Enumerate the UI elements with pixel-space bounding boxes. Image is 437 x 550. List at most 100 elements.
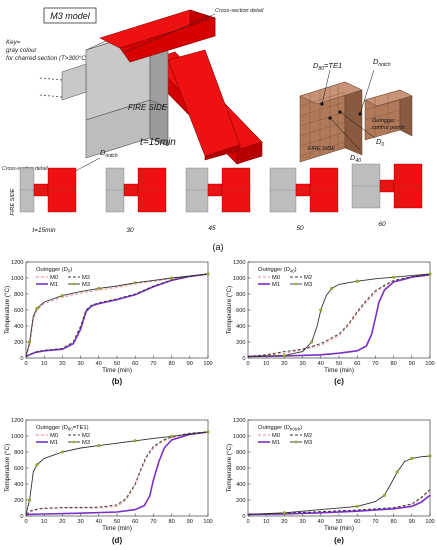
x-tick-label: 10 xyxy=(263,361,269,367)
series-point-M3 xyxy=(60,294,64,298)
legend-marker-M3 xyxy=(72,282,76,286)
x-tick-label: 100 xyxy=(203,361,212,367)
series-line-M1 xyxy=(25,273,209,358)
series-line-M2 xyxy=(25,431,209,515)
cross-section-2 xyxy=(105,167,167,213)
y-axis-label: Temperature (°C) xyxy=(3,286,11,334)
x-tick-label: 20 xyxy=(59,519,65,525)
x-tick-label: 100 xyxy=(425,361,434,367)
x-axis-label: Time (min) xyxy=(102,525,132,532)
y-tick-label: 400 xyxy=(14,482,23,488)
series-point-M3 xyxy=(133,281,137,285)
series-point-M3 xyxy=(97,286,101,290)
plot-area xyxy=(247,261,431,359)
y-tick-label: 1200 xyxy=(11,418,23,424)
y-tick-label: 1200 xyxy=(233,260,245,266)
x-tick-label: 60 xyxy=(354,519,360,525)
x-tick-label: 70 xyxy=(150,361,156,367)
x-tick-label: 30 xyxy=(77,519,83,525)
series-point-M3 xyxy=(28,498,32,502)
x-tick-label: 70 xyxy=(372,361,378,367)
legend-label-M0: M0 xyxy=(272,275,280,281)
d-notch-right-label: Dnotch xyxy=(373,57,391,68)
y-tick-label: 400 xyxy=(236,324,245,330)
model-label-box xyxy=(43,7,97,24)
model-label: M3 model xyxy=(50,11,91,21)
series-point-M3 xyxy=(410,456,414,460)
3d-model-drawing xyxy=(39,9,263,165)
series-point-M3 xyxy=(35,463,39,467)
legend-label-M3: M3 xyxy=(304,282,312,288)
y-axis-label: Temperature (°C) xyxy=(225,286,233,334)
x-tick-label: 10 xyxy=(41,519,47,525)
y-tick-label: 1000 xyxy=(11,434,23,440)
series-point-M3 xyxy=(282,354,286,358)
series-point-M3 xyxy=(97,444,101,448)
section-time-label: 30 xyxy=(126,227,134,234)
d-notch-mid-label: Dnotch xyxy=(100,148,118,159)
series-point-M3 xyxy=(170,276,174,280)
y-tick-label: 800 xyxy=(236,450,245,456)
series-point-M3 xyxy=(330,286,334,290)
x-tick-label: 60 xyxy=(132,519,138,525)
series-line-M2 xyxy=(247,273,431,357)
cross-section-5 xyxy=(351,163,423,209)
x-tick-label: 20 xyxy=(281,519,287,525)
y-tick-label: 0 xyxy=(20,514,23,520)
y-tick-label: 600 xyxy=(236,308,245,314)
x-tick-label: 90 xyxy=(409,519,415,525)
x-tick-label: 50 xyxy=(336,519,342,525)
x-tick-label: 100 xyxy=(425,519,434,525)
series-line-M1 xyxy=(247,274,431,358)
legend: Outrigger (Dnotch)M0 M2 M1 M3 xyxy=(258,425,312,446)
cross-section-top-label: Cross-section detail xyxy=(215,8,264,14)
outrigger-block-drawing xyxy=(299,69,413,163)
series-line-M0 xyxy=(247,274,431,357)
legend-label-M1: M1 xyxy=(272,282,280,288)
legend-label-M0: M0 xyxy=(50,275,58,281)
x-tick-label: 0 xyxy=(246,519,249,525)
y-tick-label: 600 xyxy=(236,466,245,472)
y-tick-label: 200 xyxy=(236,498,245,504)
y-tick-label: 800 xyxy=(236,292,245,298)
y-tick-label: 1000 xyxy=(233,276,245,282)
x-axis-label: Time (min) xyxy=(324,525,354,532)
cross-section-sequence xyxy=(19,163,423,213)
x-tick-label: 50 xyxy=(114,519,120,525)
panel-label: (e) xyxy=(334,536,344,545)
legend: Outrigger (D40)M0 M2 M1 M3 xyxy=(258,267,312,288)
panel-label-a: (a) xyxy=(213,242,224,252)
series-point-M3 xyxy=(310,340,314,344)
legend-marker-M3 xyxy=(294,440,298,444)
x-tick-label: 40 xyxy=(318,361,324,367)
fire-side-vertical-label: FIRE SIDE xyxy=(10,188,16,215)
y-tick-label: 0 xyxy=(242,514,245,520)
y-tick-label: 0 xyxy=(20,356,23,362)
chart-3: 0 200 400 600 800 1000 1200 0 10 20 30 40 50 60 70 80 90… xyxy=(3,418,213,545)
legend-label-M1: M1 xyxy=(50,282,58,288)
legend: Outrigger (D0)M0 M2 M1 M3 xyxy=(36,267,90,288)
series-point-M3 xyxy=(319,308,323,312)
key-line-2: gray colour xyxy=(6,47,38,54)
chart-1: 0 200 400 600 800 1000 1200 0 10 20 30 40 50 60 70 80 90… xyxy=(3,260,213,386)
series-line-M3 xyxy=(25,431,209,515)
section-time-label: 45 xyxy=(208,225,216,232)
x-tick-label: 90 xyxy=(187,519,193,525)
legend-label-M2: M2 xyxy=(82,433,90,439)
panel-a: M3 model Key= gray colour for charred se… xyxy=(2,7,423,252)
y-tick-label: 1000 xyxy=(11,276,23,282)
panel-label: (d) xyxy=(112,536,123,545)
y-axis-label: Temperature (°C) xyxy=(3,444,11,492)
legend-marker-M3 xyxy=(294,282,298,286)
series-point-M3 xyxy=(60,450,64,454)
fire-side-small-label: FIRE SIDE xyxy=(308,146,335,152)
legend-title: Outrigger (D80=TE1) xyxy=(36,425,89,432)
x-axis-label: Time (min) xyxy=(324,367,354,374)
legend-label-M3: M3 xyxy=(82,282,90,288)
series-point-M3 xyxy=(35,306,39,310)
series-line-M2 xyxy=(247,489,431,515)
legend-title: Outrigger (Dnotch) xyxy=(258,425,302,432)
outrigger-cp-line2: control points xyxy=(372,125,405,131)
series-line-M3 xyxy=(25,273,209,357)
x-tick-label: 80 xyxy=(390,361,396,367)
